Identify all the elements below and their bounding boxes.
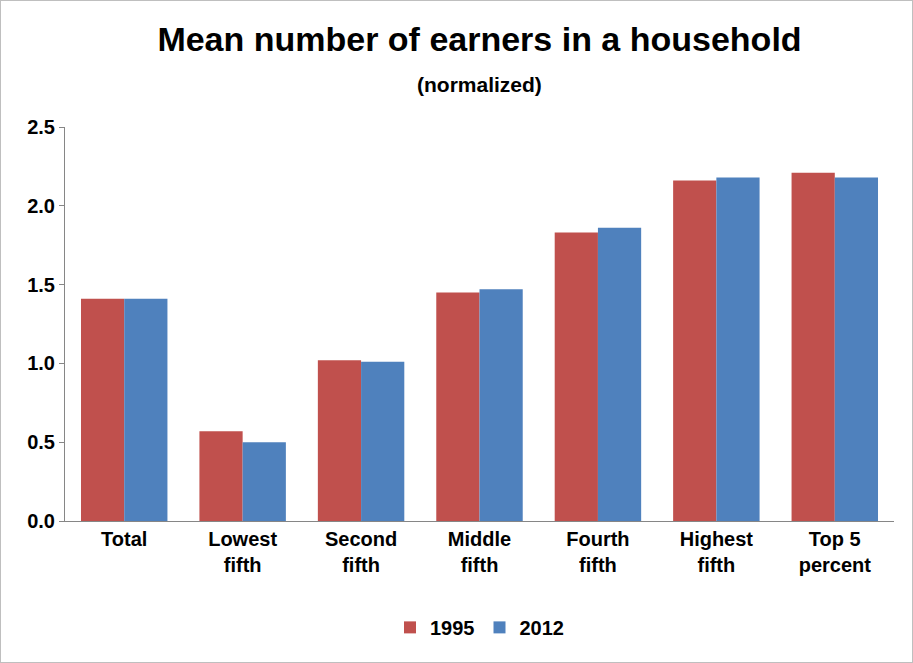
- svg-text:0.0: 0.0: [27, 510, 55, 532]
- svg-text:Mean number of earners in a ho: Mean number of earners in a household: [157, 20, 801, 58]
- svg-text:2.5: 2.5: [27, 116, 55, 138]
- svg-text:2.0: 2.0: [27, 195, 55, 217]
- svg-text:1.0: 1.0: [27, 352, 55, 374]
- svg-text:1.5: 1.5: [27, 274, 55, 296]
- svg-text:Total: Total: [101, 528, 147, 550]
- svg-text:Secondfifth: Secondfifth: [325, 528, 397, 576]
- svg-text:(normalized): (normalized): [417, 73, 542, 96]
- svg-text:Fourthfifth: Fourthfifth: [566, 528, 629, 576]
- svg-text:Top 5percent: Top 5percent: [799, 528, 872, 576]
- svg-text:Lowestfifth: Lowestfifth: [208, 528, 277, 576]
- svg-text:2012: 2012: [520, 617, 565, 639]
- svg-text:0.5: 0.5: [27, 431, 55, 453]
- svg-text:Middlefifth: Middlefifth: [448, 528, 511, 576]
- svg-text:Highestfifth: Highestfifth: [680, 528, 754, 576]
- svg-text:1995: 1995: [430, 617, 475, 639]
